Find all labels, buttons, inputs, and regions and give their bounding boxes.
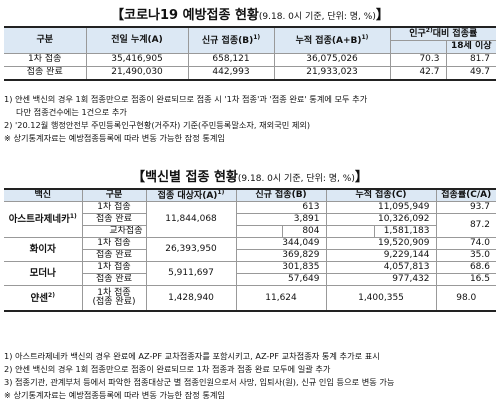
header-cumulative: 누적 접종(A+B)1) <box>273 27 391 54</box>
header-new: 신규 접종(B) <box>235 189 327 203</box>
table-row: 화이자 1차 접종 26,393,950 344,049 19,520,909 … <box>4 237 496 263</box>
header-prev-total: 전일 누계(A) <box>85 27 189 54</box>
table-row: 얀센2) 1차 접종 (접종 완료) 1,428,940 11,624 1,400… <box>4 285 496 312</box>
note-line: 2) '20.12월 행정안전부 주민등록인구현황(거주자) 기준(주민등록말소… <box>4 120 311 130</box>
title-main: 【코로나19 예방접종 현황 <box>111 8 259 23</box>
header-rate: 접종률(C/A) <box>435 189 496 203</box>
header-pop-empty <box>390 40 447 54</box>
table-row: 교차접종 804 1,581,183 <box>4 225 496 239</box>
table-row: 1차 접종 35,416,905 658,121 36,075,026 70.3… <box>4 53 496 67</box>
note-line: ※ 상기통계자료는 예방접종등록에 따라 변동 가능한 잠정 통계임 <box>4 133 225 143</box>
note-line: 3) 접종기관, 관계부처 등에서 파악한 접종대상군 별 접종인원으로서 사망… <box>4 377 395 387</box>
header-new: 신규 접종(B)1) <box>187 27 275 54</box>
note-line: 1) 얀센 백신의 경우 1회 접종만으로 접종이 완료되므로 접종 시 '1차… <box>4 94 368 104</box>
title-end: 】 <box>354 170 368 185</box>
header-target: 접종 대상자(A)1) <box>145 189 237 203</box>
header-age18: 18세 이상 <box>445 40 496 54</box>
vaccine-name-astrazeneca: 아스트라제네카1) <box>4 201 83 239</box>
note-line: ※ 상기통계자료는 예방접종등록에 따라 변동 가능한 잠정 통계임 <box>4 390 225 400</box>
notes-overall: 1) 얀센 백신의 경우 1회 접종만으로 접종이 완료되므로 접종 시 '1차… <box>4 93 496 145</box>
vaccine-name-pfizer: 화이자 <box>4 237 83 263</box>
section-title-by-vaccine: 【백신별 접종 현황(9.18. 0시 기준, 단위: 명, %)】 <box>0 166 500 185</box>
title-sub: (9.18. 0시 기준, 단위: 명, %) <box>237 174 355 184</box>
title-main: 【백신별 접종 현황 <box>132 170 238 185</box>
vaccine-name-janssen: 얀센2) <box>4 285 83 312</box>
table-row: 접종 완료 3,891 10,326,092 87.2 <box>4 213 496 239</box>
header-vaccine: 백신 <box>4 189 83 203</box>
table-row: 모더나 1차 접종 5,911,697 301,835 4,057,813 68… <box>4 261 496 287</box>
note-line: 1) 아스트라제네카 백신의 경우 완료에 AZ-PF 교차접종자를 포함시키고… <box>4 351 380 361</box>
table-row: 아스트라제네카1) 1차 접종 11,844,068 613 11,095,94… <box>4 201 496 239</box>
vaccine-breakdown-table: 백신 구분 접종 대상자(A)1) 신규 접종(B) 누적 접종(C) 접종률(… <box>4 188 496 313</box>
note-line: 2) 얀센 백신의 경우 1회 접종만으로 접종이 완료되므로 1차 접종과 접… <box>4 364 331 374</box>
header-category: 구분 <box>81 189 147 203</box>
title-sub: (9.18. 0시 기준, 단위: 명, %) <box>258 12 376 22</box>
vaccine-name-moderna: 모더나 <box>4 261 83 287</box>
table-row: 접종 완료 57,649 977,432 16.5 <box>4 273 496 287</box>
overall-vaccination-table: 구분 전일 누계(A) 신규 접종(B)1) 누적 접종(A+B)1) 인구2)… <box>4 26 496 81</box>
header-cumulative: 누적 접종(C) <box>325 189 437 203</box>
section-title-overall: 【코로나19 예방접종 현황(9.18. 0시 기준, 단위: 명, %)】 <box>0 4 500 23</box>
table-row: 접종 완료 21,490,030 442,993 21,933,023 42.7… <box>4 66 496 80</box>
note-line: 다만 접종건수에는 1건으로 추가 <box>16 107 127 117</box>
header-pop-ratio: 인구2)대비 접종률 <box>389 27 496 41</box>
title-end: 】 <box>375 8 389 23</box>
header-category: 구분 <box>4 27 87 54</box>
notes-by-vaccine: 1) 아스트라제네카 백신의 경우 완료에 AZ-PF 교차접종자를 포함시키고… <box>4 350 496 402</box>
